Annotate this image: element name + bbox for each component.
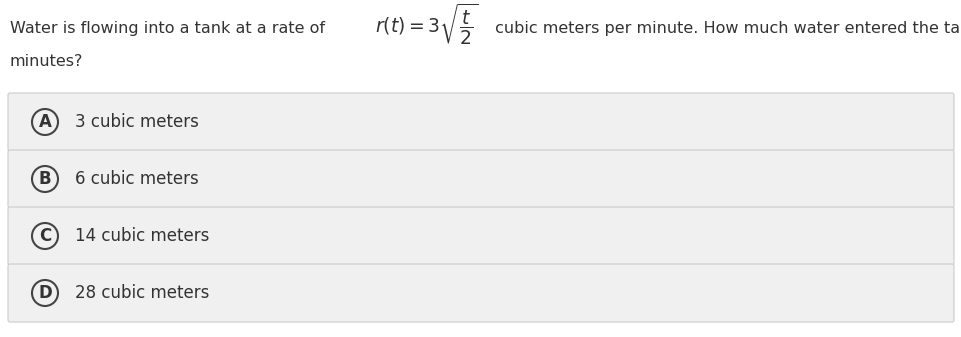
Text: $r(t)=3\sqrt{\dfrac{t}{2}}$: $r(t)=3\sqrt{\dfrac{t}{2}}$ [375,2,478,47]
Text: C: C [38,227,51,245]
Text: 28 cubic meters: 28 cubic meters [75,284,209,302]
Text: A: A [38,113,51,131]
FancyBboxPatch shape [8,150,953,208]
Text: B: B [38,170,51,188]
Text: 3 cubic meters: 3 cubic meters [75,113,199,131]
FancyBboxPatch shape [8,93,953,151]
Text: Water is flowing into a tank at a rate of: Water is flowing into a tank at a rate o… [10,21,330,35]
Text: D: D [38,284,52,302]
Text: cubic meters per minute. How much water entered the tank between 2 and 8: cubic meters per minute. How much water … [489,21,961,35]
FancyBboxPatch shape [8,207,953,265]
FancyBboxPatch shape [8,264,953,322]
Text: minutes?: minutes? [10,55,84,69]
Text: 14 cubic meters: 14 cubic meters [75,227,209,245]
Text: 6 cubic meters: 6 cubic meters [75,170,199,188]
